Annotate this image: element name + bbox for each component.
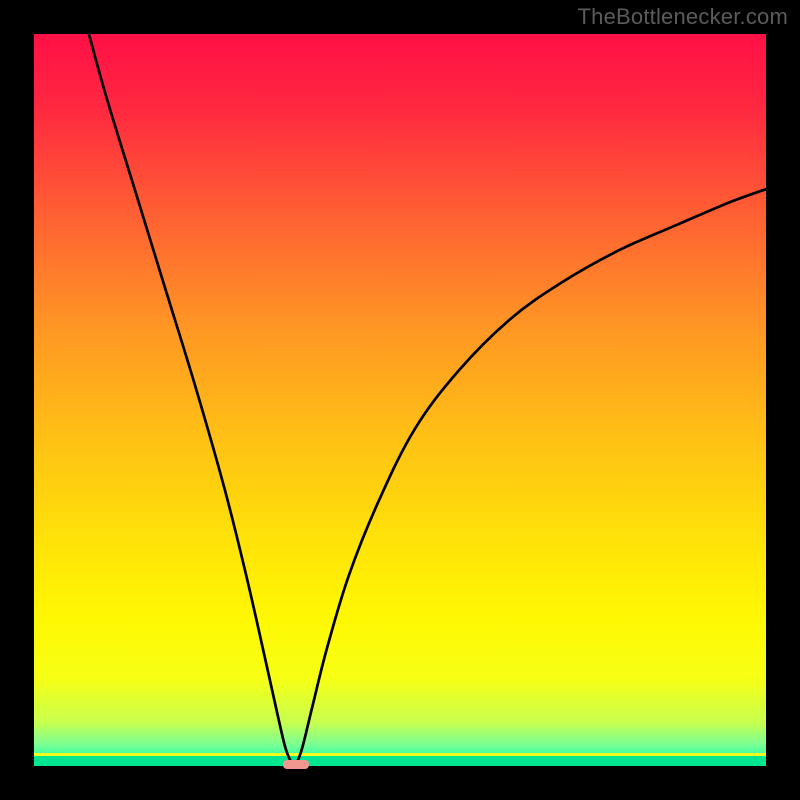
plot-background <box>34 34 766 766</box>
bottleneck-chart: TheBottlenecker.com <box>0 0 800 800</box>
sweet-spot-marker <box>283 760 309 769</box>
chart-svg <box>0 0 800 800</box>
bottom-threshold-bands <box>34 753 766 766</box>
watermark-text: TheBottlenecker.com <box>578 4 788 30</box>
